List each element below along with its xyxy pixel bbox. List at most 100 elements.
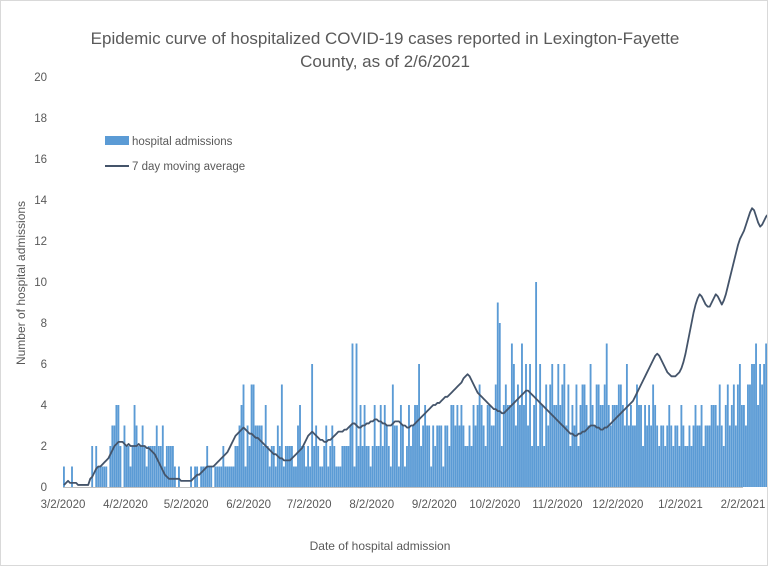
bar [736, 384, 739, 487]
bar [278, 446, 281, 487]
y-tick-label: 6 [41, 359, 47, 371]
x-tick-label: 8/2/2020 [349, 499, 394, 511]
bar [519, 405, 521, 487]
bar [323, 446, 326, 487]
bar [472, 405, 475, 487]
bar [305, 466, 307, 487]
bar [377, 446, 380, 487]
bar [517, 384, 519, 487]
bar [611, 405, 614, 487]
bar [704, 425, 707, 487]
bar [700, 405, 703, 487]
bar [163, 466, 166, 487]
y-tick-label: 16 [34, 154, 47, 166]
x-tick-label: 6/2/2020 [226, 499, 271, 511]
bar [242, 384, 245, 487]
bar [127, 446, 130, 487]
bar [345, 446, 348, 487]
bar [581, 384, 584, 487]
bar [129, 466, 132, 487]
bar [444, 425, 447, 487]
bar [654, 405, 657, 487]
bar [381, 446, 384, 487]
bar [757, 405, 759, 487]
bar [173, 466, 176, 487]
x-tick-label: 7/2/2020 [287, 499, 332, 511]
bar [712, 405, 715, 487]
bar [458, 425, 461, 487]
bar [545, 384, 548, 487]
bar [395, 425, 398, 487]
bar [644, 405, 646, 487]
bar [726, 384, 729, 487]
bar [484, 446, 487, 487]
bar [466, 446, 469, 487]
bar [420, 446, 423, 487]
bar [147, 446, 150, 487]
bar [452, 405, 455, 487]
bar [660, 425, 663, 487]
bar [220, 466, 223, 487]
bar [115, 405, 118, 487]
bar [266, 446, 269, 487]
y-tick-label: 10 [34, 277, 47, 289]
bar [218, 466, 221, 487]
bar [549, 384, 552, 487]
y-axis-label: Number of hospital admissions [14, 201, 28, 365]
bar [740, 405, 743, 487]
bar [634, 425, 636, 487]
bar [335, 466, 338, 487]
bar [286, 446, 289, 487]
bar [331, 425, 334, 487]
bar [167, 446, 170, 487]
bar [583, 384, 586, 487]
bar [567, 384, 570, 487]
bar [535, 282, 538, 487]
bar [585, 405, 588, 487]
bar [246, 425, 249, 487]
bar [448, 446, 451, 487]
bar [204, 466, 207, 487]
bar [254, 425, 257, 487]
bar [165, 446, 168, 487]
bar [734, 425, 737, 487]
bar [375, 446, 378, 487]
bar [369, 466, 372, 487]
bar [361, 446, 364, 487]
bar [151, 446, 154, 487]
bar [720, 425, 723, 487]
bar [747, 384, 749, 487]
legend: hospital admissions 7 day moving average [105, 136, 245, 173]
bar [91, 446, 94, 487]
bar [529, 364, 531, 487]
bar [619, 384, 622, 487]
bar [200, 466, 203, 487]
bar [694, 405, 697, 487]
bar [397, 466, 400, 487]
bar [436, 425, 439, 487]
bar [161, 425, 164, 487]
bar [288, 446, 291, 487]
bar [432, 425, 435, 487]
bar [728, 425, 731, 487]
x-tick-label: 3/2/2020 [41, 499, 86, 511]
bar [63, 466, 65, 487]
bar [553, 405, 556, 487]
bar [670, 425, 673, 487]
bar [270, 446, 273, 487]
bar [341, 446, 344, 487]
bar [593, 425, 596, 487]
bar [315, 425, 318, 487]
bar [268, 466, 271, 487]
bar [668, 405, 671, 487]
bar [99, 466, 102, 487]
bar [698, 425, 701, 487]
bar [109, 446, 112, 487]
bar [232, 466, 235, 487]
bar [587, 425, 590, 487]
y-tick-label: 12 [34, 236, 47, 248]
bar [512, 364, 515, 487]
bar [716, 425, 719, 487]
bar [508, 405, 511, 487]
bar [504, 384, 507, 487]
